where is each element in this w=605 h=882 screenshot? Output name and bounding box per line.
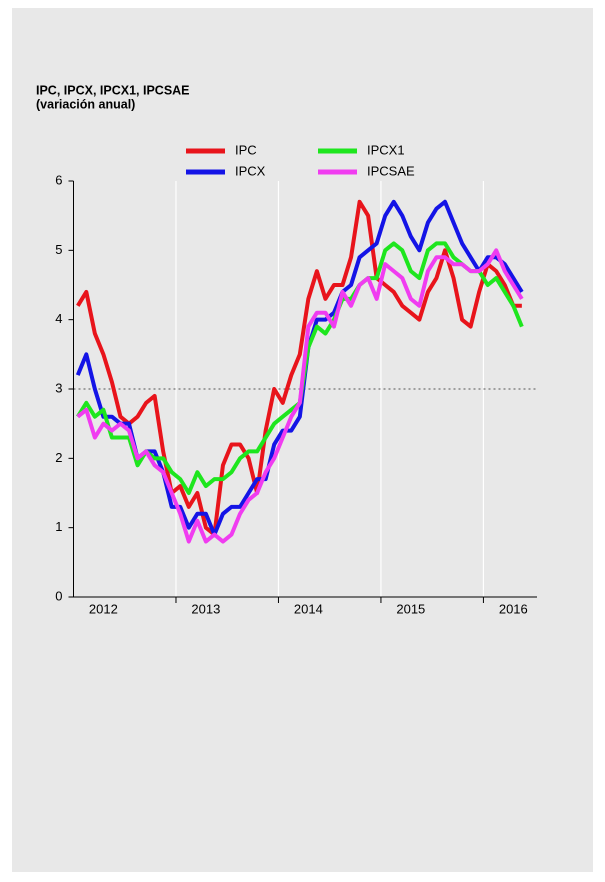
- x-tick-label: 2012: [89, 601, 118, 616]
- legend-label: IPC: [235, 142, 257, 157]
- y-tick-label: 6: [55, 172, 62, 187]
- y-tick-label: 2: [55, 450, 62, 465]
- y-tick-label: 3: [55, 380, 62, 395]
- chart-title: IPC, IPCX, IPCX1, IPCSAE: [36, 83, 190, 97]
- series-line: [76, 248, 524, 544]
- y-tick-label: 1: [55, 519, 62, 534]
- legend-label: IPCSAE: [367, 163, 415, 178]
- series-line: [75, 199, 524, 537]
- x-tick-label: 2013: [191, 601, 220, 616]
- y-tick-label: 5: [55, 242, 62, 257]
- y-tick-label: 4: [55, 311, 62, 326]
- x-tick-label: 2015: [396, 601, 425, 616]
- legend-label: IPCX1: [367, 142, 405, 157]
- y-tick-label: 0: [55, 588, 62, 603]
- panel: [12, 8, 593, 872]
- chart-subtitle: (variación anual): [36, 97, 135, 111]
- x-tick-label: 2016: [499, 601, 528, 616]
- x-tick-label: 2014: [294, 601, 323, 616]
- legend-label: IPCX: [235, 163, 266, 178]
